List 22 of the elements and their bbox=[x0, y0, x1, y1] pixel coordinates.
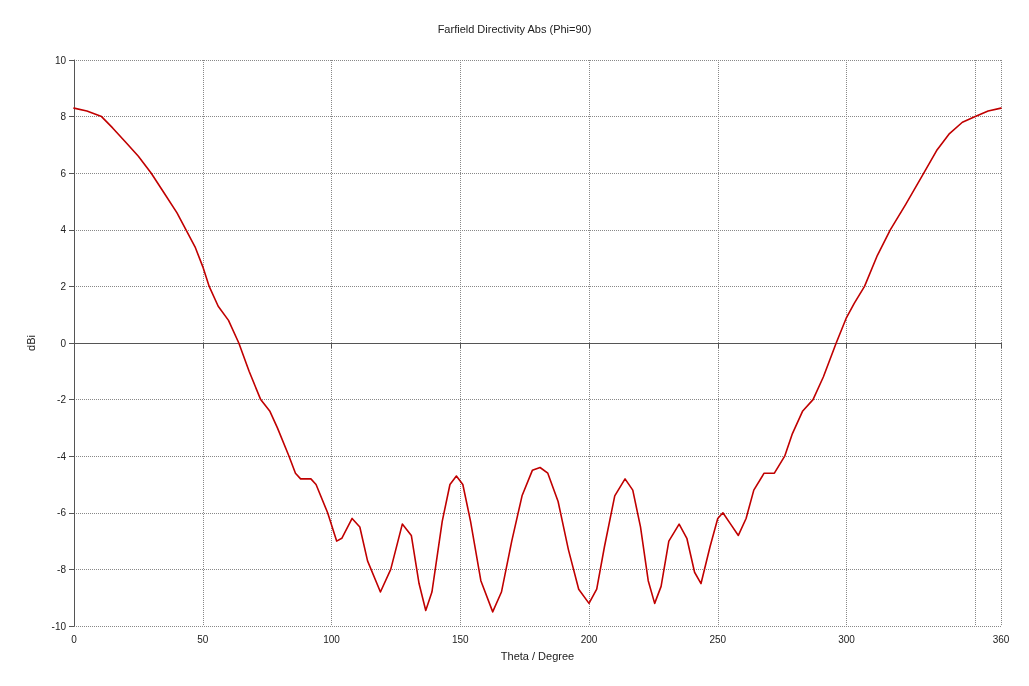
x-tick-label: 0 bbox=[71, 633, 78, 645]
x-tick-label: 50 bbox=[197, 633, 209, 645]
x-tick-label: 200 bbox=[580, 633, 598, 645]
x-tick-label: 300 bbox=[838, 633, 856, 645]
x-tick-label: 150 bbox=[451, 633, 470, 645]
x-tick-label: 100 bbox=[323, 633, 341, 645]
y-tick-label: 10 bbox=[54, 54, 67, 66]
x-tick-label: 250 bbox=[709, 633, 727, 645]
y-tick-label: -2 bbox=[57, 394, 67, 406]
x-tick-label: 360 bbox=[992, 633, 1010, 645]
y-axis-title: dBi bbox=[24, 335, 37, 351]
chart-title: Farfield Directivity Abs (Phi=90) bbox=[437, 22, 592, 35]
y-tick-label: 4 bbox=[60, 224, 67, 236]
y-tick-label: -6 bbox=[57, 507, 67, 519]
y-tick-label: -10 bbox=[51, 620, 67, 632]
y-tick-label: -8 bbox=[57, 563, 67, 575]
y-tick-label: 6 bbox=[60, 167, 67, 179]
x-axis-title: Theta / Degree bbox=[500, 649, 575, 662]
y-tick-label: 8 bbox=[60, 111, 67, 123]
y-tick-label: -4 bbox=[57, 450, 67, 462]
y-tick-label: 0 bbox=[60, 337, 67, 349]
y-tick-label: 2 bbox=[60, 280, 67, 292]
